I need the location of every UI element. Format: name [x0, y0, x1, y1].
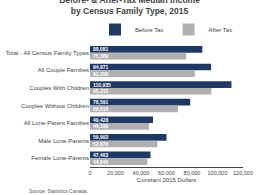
svg-text:95,215: 95,215: [93, 88, 109, 94]
svg-text:60,000: 60,000: [158, 170, 175, 176]
svg-text:Before Tax: Before Tax: [135, 27, 164, 33]
svg-text:Male Lone-Parents: Male Lone-Parents: [38, 138, 89, 144]
svg-text:59,993: 59,993: [93, 134, 109, 140]
svg-text:110,935: 110,935: [93, 82, 111, 88]
svg-text:69,018: 69,018: [93, 106, 109, 112]
svg-text:94,971: 94,971: [93, 64, 109, 70]
svg-text:Couples With Children: Couples With Children: [29, 85, 89, 91]
svg-text:Source: Statistics Canada.: Source: Statistics Canada.: [29, 188, 88, 194]
svg-text:Couples Without Children: Couples Without Children: [21, 103, 89, 109]
svg-text:47,463: 47,463: [93, 152, 109, 158]
svg-text:49,428: 49,428: [93, 117, 109, 123]
svg-text:80,000: 80,000: [184, 170, 201, 176]
svg-text:44,846: 44,846: [93, 159, 109, 165]
svg-text:82,200: 82,200: [93, 71, 109, 77]
svg-text:All Couple Families: All Couple Families: [38, 67, 89, 73]
svg-text:After Tax: After Tax: [209, 27, 233, 33]
svg-text:Before- & After-Tax Median Inc: Before- & After-Tax Median Incomeby Cens…: [59, 0, 200, 16]
svg-text:All Lone-Parent Families: All Lone-Parent Families: [24, 120, 89, 126]
svg-text:Total - All Census Family Type: Total - All Census Family Types: [6, 50, 89, 56]
svg-text:100,000: 100,000: [208, 170, 228, 176]
svg-text:0: 0: [88, 170, 91, 176]
svg-text:88,081: 88,081: [93, 46, 109, 52]
svg-text:120,000: 120,000: [233, 170, 253, 176]
svg-text:75,369: 75,369: [93, 53, 109, 59]
svg-text:52,876: 52,876: [93, 141, 109, 147]
svg-text:20,000: 20,000: [107, 170, 124, 176]
svg-text:78,591: 78,591: [93, 99, 109, 105]
svg-text:Constant 2015 Dollars: Constant 2015 Dollars: [137, 177, 196, 183]
svg-text:40,000: 40,000: [133, 170, 150, 176]
svg-text:46,199: 46,199: [93, 123, 109, 129]
svg-text:Female Lone-Parents: Female Lone-Parents: [31, 155, 89, 161]
